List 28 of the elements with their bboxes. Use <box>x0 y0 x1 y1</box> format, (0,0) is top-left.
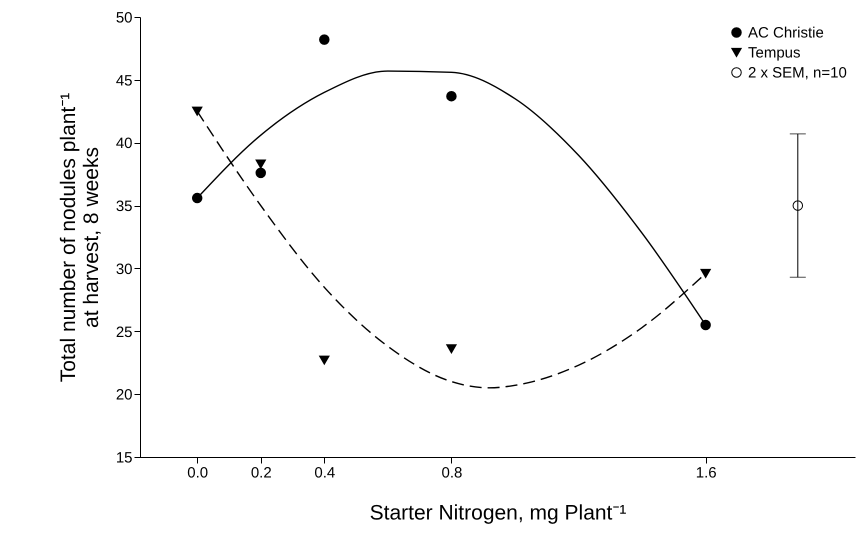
legend-label: 2 x SEM, n=10 <box>748 64 847 82</box>
y-tick-label: 20 <box>116 386 132 404</box>
point <box>700 320 711 330</box>
point <box>446 90 457 102</box>
x-tick-label: 0.0 <box>187 464 208 482</box>
point <box>192 192 202 204</box>
y-tick-label: 45 <box>116 72 132 90</box>
x-tick-label: 0.8 <box>441 464 462 482</box>
y-tick-label: 40 <box>116 135 132 152</box>
point <box>446 344 457 354</box>
y-tick-label: 50 <box>116 10 132 26</box>
point <box>319 34 330 45</box>
point <box>256 159 266 169</box>
legend-label: Tempus <box>748 44 801 62</box>
legend-label: AC Christie <box>748 24 824 42</box>
point <box>192 106 202 116</box>
y-tick-label: 25 <box>116 324 132 341</box>
y-axis-title: Total number of nodules plant⁻¹ at harvest, 8 weeks <box>56 92 103 382</box>
x-tick-label: 0.2 <box>250 464 272 482</box>
x-tick-label: 1.6 <box>696 464 717 482</box>
y-tick-label: 35 <box>116 198 132 216</box>
y-tick-label: 30 <box>116 260 132 278</box>
point <box>700 268 711 278</box>
point <box>256 168 266 178</box>
x-axis-title: Starter Nitrogen, mg Plant⁻¹ <box>370 502 626 524</box>
point <box>319 356 330 365</box>
x-tick-label: 0.4 <box>314 464 336 482</box>
y-tick-label: 15 <box>116 450 132 466</box>
